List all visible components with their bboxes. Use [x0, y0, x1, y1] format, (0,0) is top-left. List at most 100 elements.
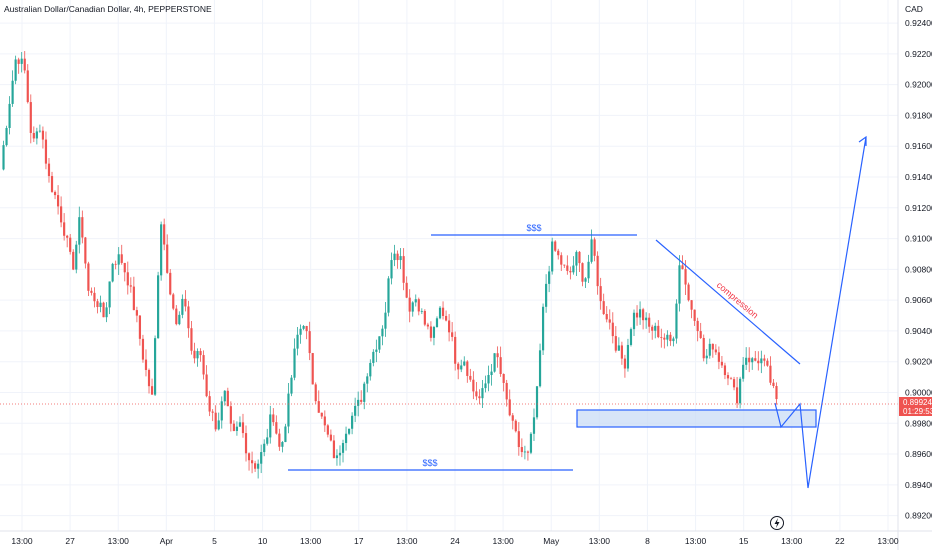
- candle-body: [754, 358, 757, 361]
- candle-body: [626, 344, 630, 369]
- candle-body: [178, 314, 181, 325]
- time-tick-label: 22: [835, 536, 845, 546]
- candle-body: [739, 378, 742, 404]
- candle-body: [441, 307, 445, 316]
- candle-body: [772, 382, 775, 386]
- candle-body: [123, 262, 126, 273]
- candle-body: [605, 313, 608, 320]
- candle-body: [635, 312, 639, 318]
- candle-body: [181, 298, 184, 315]
- candle-body: [102, 302, 105, 318]
- candle-body: [457, 363, 460, 370]
- candle-body: [566, 265, 569, 271]
- candle-body: [623, 358, 627, 369]
- candle-body: [769, 365, 772, 383]
- candle-body: [47, 163, 51, 177]
- candle-body: [475, 391, 478, 397]
- candle-body: [429, 326, 433, 338]
- demand-zone: [576, 409, 817, 428]
- candle-body: [681, 265, 684, 270]
- time-tick-label: May: [543, 536, 560, 546]
- candle-body: [608, 319, 611, 323]
- grid-lines: [0, 0, 898, 531]
- candle-body: [502, 374, 505, 383]
- candle-body: [244, 433, 248, 454]
- compression-trendline: [655, 239, 801, 365]
- time-tick-label: 13:00: [396, 536, 418, 546]
- candle-body: [432, 326, 436, 338]
- candle-body: [196, 351, 199, 359]
- candle-body: [226, 390, 229, 407]
- candle-body: [317, 401, 320, 413]
- candle-body: [745, 357, 748, 365]
- candle-body: [354, 405, 357, 416]
- candle-body: [541, 306, 545, 351]
- candle-body: [720, 361, 724, 366]
- candle-body: [238, 422, 242, 427]
- time-tick-label: 8: [645, 536, 650, 546]
- candle-body: [69, 237, 72, 252]
- candle-body: [293, 348, 296, 378]
- candle-body: [505, 382, 508, 400]
- candle-body: [423, 310, 426, 325]
- drawings: $$$ $$$ compression: [288, 135, 867, 489]
- candle-body: [387, 278, 390, 313]
- candle-body: [205, 374, 208, 397]
- candle-body: [375, 349, 378, 352]
- candle-body: [235, 426, 239, 431]
- time-axis: 13:00 27 13:00 Apr 5 10 13:00 17 13:00 24 13:00 May…: [11, 536, 899, 546]
- candle-body: [487, 375, 490, 384]
- candle-body: [560, 255, 563, 265]
- candle-body: [11, 80, 14, 104]
- candle-body: [460, 365, 463, 370]
- candle-body: [287, 393, 290, 427]
- candle-body: [160, 224, 163, 276]
- candle-body: [584, 278, 587, 282]
- candle-body: [120, 254, 123, 263]
- candle-body: [35, 131, 38, 139]
- candle-body: [384, 312, 387, 329]
- candle-body: [451, 332, 454, 337]
- candle-body: [535, 386, 539, 418]
- candle-body: [763, 358, 766, 361]
- candle-body: [357, 399, 360, 406]
- time-tick-label: 17: [354, 536, 364, 546]
- candle-body: [448, 320, 451, 333]
- candle-body: [572, 265, 575, 273]
- candle-body: [63, 222, 66, 236]
- candle-body: [757, 360, 760, 364]
- price-tick-label: 0.89200: [905, 511, 932, 521]
- candle-body: [760, 358, 763, 364]
- candle-body: [614, 336, 617, 351]
- candle-body: [257, 463, 260, 469]
- candle-body: [645, 317, 648, 321]
- candle-body: [484, 383, 487, 389]
- candle-body: [363, 383, 366, 402]
- candle-body: [344, 433, 348, 444]
- candle-body: [660, 337, 663, 338]
- candle-body: [602, 301, 605, 314]
- lightning-icon[interactable]: [770, 516, 784, 530]
- candle-body: [284, 426, 287, 443]
- candle-body: [563, 264, 566, 266]
- candle-body: [426, 324, 429, 327]
- candle-body: [84, 237, 87, 264]
- candle-body: [420, 310, 423, 312]
- candle-body: [408, 297, 411, 312]
- candle-body: [651, 326, 654, 331]
- candle-body: [463, 361, 466, 366]
- liquidity-top-label: $$$: [526, 223, 541, 233]
- candle-body: [351, 415, 354, 429]
- candle-body: [735, 387, 739, 404]
- candle-body: [372, 351, 375, 363]
- time-tick-label: 27: [65, 536, 75, 546]
- candle-body: [281, 442, 284, 447]
- candle-body: [2, 145, 5, 170]
